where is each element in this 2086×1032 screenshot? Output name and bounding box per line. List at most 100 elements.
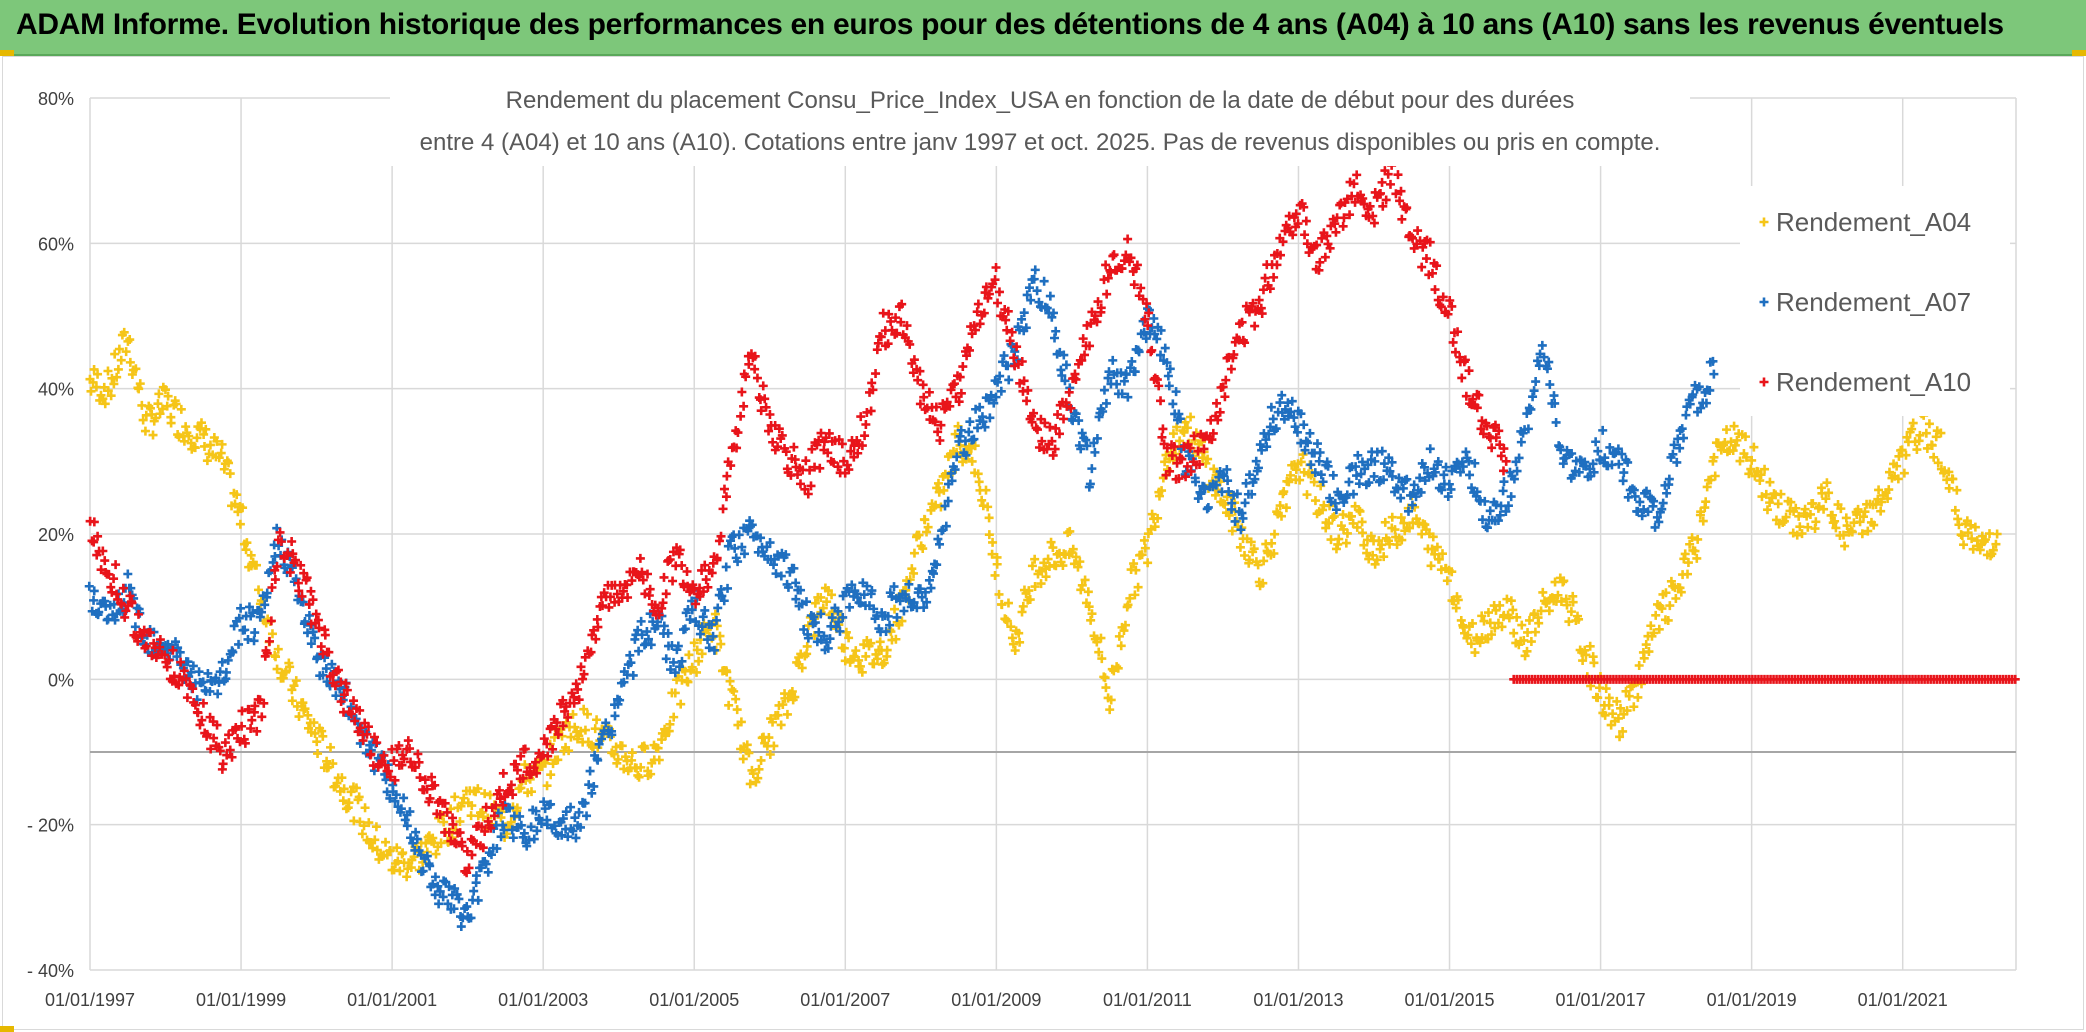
data-point-rendement-a07 (1196, 489, 1206, 499)
data-point-rendement-a10 (951, 392, 961, 402)
data-point-rendement-a07 (1042, 303, 1052, 313)
data-point-rendement-a07 (711, 615, 721, 625)
data-point-rendement-a07 (700, 605, 710, 615)
data-point-rendement-a04 (1593, 693, 1603, 703)
data-point-rendement-a10 (760, 394, 770, 404)
data-point-rendement-a07 (94, 607, 104, 617)
data-point-rendement-a07 (450, 884, 460, 894)
data-point-rendement-a10 (1443, 309, 1453, 319)
data-point-rendement-a10 (237, 721, 247, 731)
data-point-rendement-a07 (989, 398, 999, 408)
data-point-rendement-a04 (844, 633, 854, 643)
data-point-rendement-a07 (1222, 464, 1232, 474)
data-point-rendement-a04 (1279, 487, 1289, 497)
data-point-rendement-a04 (802, 641, 812, 651)
data-point-rendement-a04 (907, 564, 917, 574)
chart-title-line1: Rendement du placement Consu_Price_Index… (506, 87, 1575, 114)
data-point-rendement-a10 (512, 765, 522, 775)
data-point-rendement-a04 (769, 741, 779, 751)
data-point-rendement-a04 (299, 705, 309, 715)
data-point-rendement-a04 (1649, 628, 1659, 638)
data-point-rendement-a07 (628, 670, 638, 680)
data-point-rendement-a10 (1478, 429, 1488, 439)
data-point-rendement-a07 (1171, 387, 1181, 397)
data-point-rendement-a04 (1685, 539, 1695, 549)
data-point-rendement-a04 (1876, 506, 1886, 516)
data-point-rendement-a10 (716, 531, 726, 541)
data-point-rendement-a10 (220, 738, 230, 748)
data-point-rendement-a04 (1786, 497, 1796, 507)
data-point-rendement-a04 (1791, 503, 1801, 513)
data-point-rendement-a07 (709, 645, 719, 655)
data-point-rendement-a10 (451, 839, 461, 849)
data-point-rendement-a07 (734, 530, 744, 540)
data-point-rendement-a04 (360, 803, 370, 813)
data-point-rendement-a10 (1396, 186, 1406, 196)
data-point-rendement-a07 (783, 582, 793, 592)
data-point-rendement-a10 (605, 592, 615, 602)
data-point-rendement-a07 (1134, 347, 1144, 357)
data-point-rendement-a04 (1001, 614, 1011, 624)
data-point-rendement-a04 (1601, 684, 1611, 694)
data-point-rendement-a04 (634, 772, 644, 782)
data-point-rendement-a04 (1821, 494, 1831, 504)
data-point-rendement-a04 (1762, 505, 1772, 515)
data-point-rendement-a04 (1479, 616, 1489, 626)
data-point-rendement-a04 (326, 742, 336, 752)
data-point-rendement-a04 (1405, 523, 1415, 533)
data-point-rendement-a07 (1296, 409, 1306, 419)
data-point-rendement-a10 (623, 592, 633, 602)
data-point-rendement-a07 (607, 730, 617, 740)
data-point-rendement-a04 (922, 527, 932, 537)
data-point-rendement-a10 (414, 757, 424, 767)
data-point-rendement-a07 (1232, 489, 1242, 499)
data-point-rendement-a10 (744, 359, 754, 369)
data-point-rendement-a07 (935, 539, 945, 549)
data-point-rendement-a04 (205, 440, 215, 450)
data-point-rendement-a10 (250, 701, 260, 711)
data-point-rendement-a04 (1451, 603, 1461, 613)
data-point-rendement-a07 (532, 826, 542, 836)
data-point-rendement-a10 (1375, 188, 1385, 198)
data-point-rendement-a04 (1197, 437, 1207, 447)
data-point-rendement-a04 (1509, 628, 1519, 638)
data-point-rendement-a04 (1838, 530, 1848, 540)
data-point-rendement-a07 (810, 618, 820, 628)
data-point-rendement-a07 (1077, 428, 1087, 438)
data-point-rendement-a10 (539, 734, 549, 744)
data-point-rendement-a10 (1023, 385, 1033, 395)
data-point-rendement-a04 (1841, 513, 1851, 523)
data-point-rendement-a04 (1967, 534, 1977, 544)
data-point-rendement-a07 (1407, 500, 1417, 510)
data-point-rendement-a07 (1200, 484, 1210, 494)
data-point-rendement-a10 (737, 387, 747, 397)
data-point-rendement-a10 (346, 709, 356, 719)
data-point-rendement-a04 (1027, 561, 1037, 571)
data-point-rendement-a07 (1701, 398, 1711, 408)
data-point-rendement-a07 (1455, 467, 1465, 477)
data-point-rendement-a07 (1168, 399, 1178, 409)
data-point-rendement-a10 (266, 616, 276, 626)
data-point-rendement-a04 (1830, 516, 1840, 526)
data-point-rendement-a04 (1139, 535, 1149, 545)
data-point-rendement-a07 (834, 617, 844, 627)
data-point-rendement-a04 (653, 743, 663, 753)
data-point-rendement-a10 (1299, 202, 1309, 212)
data-point-rendement-a10 (137, 630, 147, 640)
page-title: ADAM Informe. Evolution historique des p… (16, 8, 2004, 41)
data-point-rendement-a10 (330, 681, 340, 691)
data-point-rendement-a10 (1221, 375, 1231, 385)
data-point-rendement-a10 (592, 614, 602, 624)
data-point-rendement-a07 (1032, 286, 1042, 296)
data-point-rendement-a10 (264, 636, 274, 646)
data-point-rendement-a07 (1139, 327, 1149, 337)
data-point-rendement-a10 (1445, 296, 1455, 306)
data-point-rendement-a10 (1237, 317, 1247, 327)
data-point-rendement-a10 (1359, 199, 1369, 209)
data-point-rendement-a07 (1323, 461, 1333, 471)
data-point-rendement-a10 (1071, 374, 1081, 384)
data-point-rendement-a07 (845, 602, 855, 612)
data-point-rendement-a10 (384, 766, 394, 776)
data-point-rendement-a07 (1605, 442, 1615, 452)
data-point-rendement-a07 (1419, 462, 1429, 472)
